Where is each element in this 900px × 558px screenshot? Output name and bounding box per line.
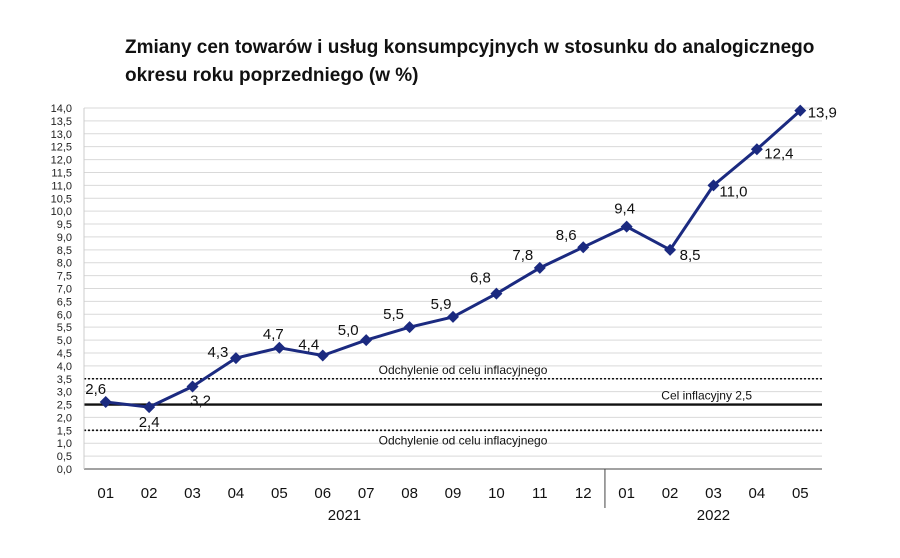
x-axis-ticks: 01 02 03 04 05 06 07 08 09 10 11 12 01 02 03 04 05 — [97, 485, 808, 502]
data-point-marker — [577, 241, 590, 254]
y-tick-label: 3,0 — [57, 387, 72, 399]
y-tick-label: 12,0 — [51, 155, 72, 167]
x-tick-label: 07 — [358, 485, 375, 502]
data-label: 12,4 — [764, 145, 793, 162]
x-tick-label: 01 — [618, 485, 635, 502]
data-label: 4,4 — [298, 337, 319, 354]
y-tick-label: 1,5 — [57, 425, 72, 437]
data-label: 4,3 — [208, 344, 229, 361]
data-label: 9,4 — [614, 201, 635, 218]
inflation-target-label: Cel inflacyjny 2,5 — [661, 389, 752, 403]
data-point-marker — [360, 334, 373, 347]
data-point-marker — [447, 310, 459, 323]
data-point-marker — [403, 321, 416, 334]
x-tick-label: 03 — [705, 485, 722, 502]
x-tick-label: 02 — [141, 485, 158, 502]
x-tick-label: 09 — [445, 485, 462, 502]
y-tick-label: 5,5 — [57, 322, 72, 334]
year-label: 2022 — [697, 507, 730, 524]
y-axis-ticks: 0,00,51,01,52,02,53,03,54,04,55,05,56,06… — [51, 103, 72, 476]
data-label: 6,8 — [470, 270, 491, 287]
y-tick-label: 11,0 — [51, 180, 72, 192]
y-tick-label: 5,0 — [57, 335, 72, 347]
x-tick-label: 11 — [532, 485, 548, 502]
data-label: 7,8 — [512, 247, 533, 264]
x-tick-label: 01 — [97, 485, 114, 502]
data-point-marker — [316, 349, 329, 362]
data-point-marker — [99, 395, 112, 408]
tolerance-band-label: Odchylenie od celu inflacyjnego — [379, 433, 548, 447]
data-label: 5,5 — [383, 306, 404, 323]
y-tick-label: 6,5 — [57, 296, 72, 308]
y-tick-label: 3,5 — [57, 374, 72, 386]
y-tick-label: 11,5 — [51, 167, 72, 179]
data-label: 5,0 — [338, 322, 359, 339]
y-tick-label: 8,5 — [57, 245, 72, 257]
data-label: 2,4 — [139, 414, 160, 431]
data-label: 13,9 — [808, 105, 837, 122]
data-point-marker — [490, 287, 503, 300]
y-tick-label: 6,0 — [57, 309, 72, 321]
grid-lines — [84, 107, 822, 457]
data-point-marker — [143, 401, 156, 414]
data-label: 2,6 — [85, 381, 106, 398]
data-label: 5,9 — [431, 296, 452, 313]
x-tick-label: 10 — [488, 485, 505, 502]
y-tick-label: 10,5 — [51, 193, 72, 205]
x-tick-label: 04 — [228, 485, 245, 502]
y-tick-label: 2,5 — [57, 400, 72, 412]
x-tick-label: 04 — [749, 485, 766, 502]
tolerance-band-label: Odchylenie od celu inflacyjnego — [379, 363, 548, 377]
data-point-marker — [794, 104, 807, 117]
data-point-marker — [664, 243, 677, 256]
y-tick-label: 8,0 — [57, 258, 72, 270]
x-tick-label: 12 — [575, 485, 592, 502]
x-axis — [83, 108, 822, 470]
x-tick-label: 03 — [184, 485, 201, 502]
y-tick-label: 0,0 — [57, 464, 72, 476]
y-tick-label: 4,5 — [57, 348, 72, 360]
year-labels: 2021 2022 — [328, 469, 730, 524]
y-tick-label: 9,5 — [57, 219, 72, 231]
y-tick-label: 1,0 — [57, 438, 72, 450]
data-point-marker — [620, 220, 633, 233]
y-tick-label: 2,0 — [57, 412, 72, 424]
data-point-marker — [750, 143, 763, 156]
y-tick-label: 0,5 — [57, 451, 72, 463]
data-label: 4,7 — [263, 326, 284, 343]
data-point-marker — [533, 261, 546, 274]
x-tick-label: 06 — [314, 485, 331, 502]
year-label: 2021 — [328, 507, 361, 524]
data-markers — [99, 104, 807, 414]
y-tick-label: 13,5 — [51, 116, 72, 128]
y-tick-label: 7,0 — [57, 284, 72, 296]
y-tick-label: 14,0 — [51, 103, 72, 115]
y-tick-label: 4,0 — [57, 361, 72, 373]
y-tick-label: 7,5 — [57, 271, 72, 283]
reference-lines: Odchylenie od celu inflacyjnego Cel infla… — [84, 363, 822, 447]
data-label: 8,6 — [556, 227, 577, 244]
y-tick-label: 13,0 — [51, 129, 72, 141]
y-tick-label: 9,0 — [57, 232, 72, 244]
data-label: 8,5 — [680, 247, 701, 264]
data-label: 11,0 — [719, 183, 747, 200]
x-tick-label: 08 — [401, 485, 418, 502]
data-point-marker — [229, 352, 242, 365]
data-point-marker — [186, 380, 199, 393]
y-tick-label: 10,0 — [51, 206, 72, 218]
x-tick-label: 02 — [662, 485, 679, 502]
y-tick-label: 12,5 — [51, 142, 72, 154]
data-point-marker — [707, 179, 720, 192]
data-labels: 2,6 2,4 3,2 4,3 4,7 4,4 5,0 5,5 5,9 6,8 7,8 8,6 9,4 8… — [85, 105, 837, 432]
x-tick-label: 05 — [271, 485, 288, 502]
chart-title: Zmiany cen towarów i usług konsumpcyjnyc… — [125, 37, 815, 86]
x-tick-label: 05 — [792, 485, 809, 502]
data-label: 3,2 — [190, 392, 211, 409]
data-point-marker — [273, 341, 286, 354]
